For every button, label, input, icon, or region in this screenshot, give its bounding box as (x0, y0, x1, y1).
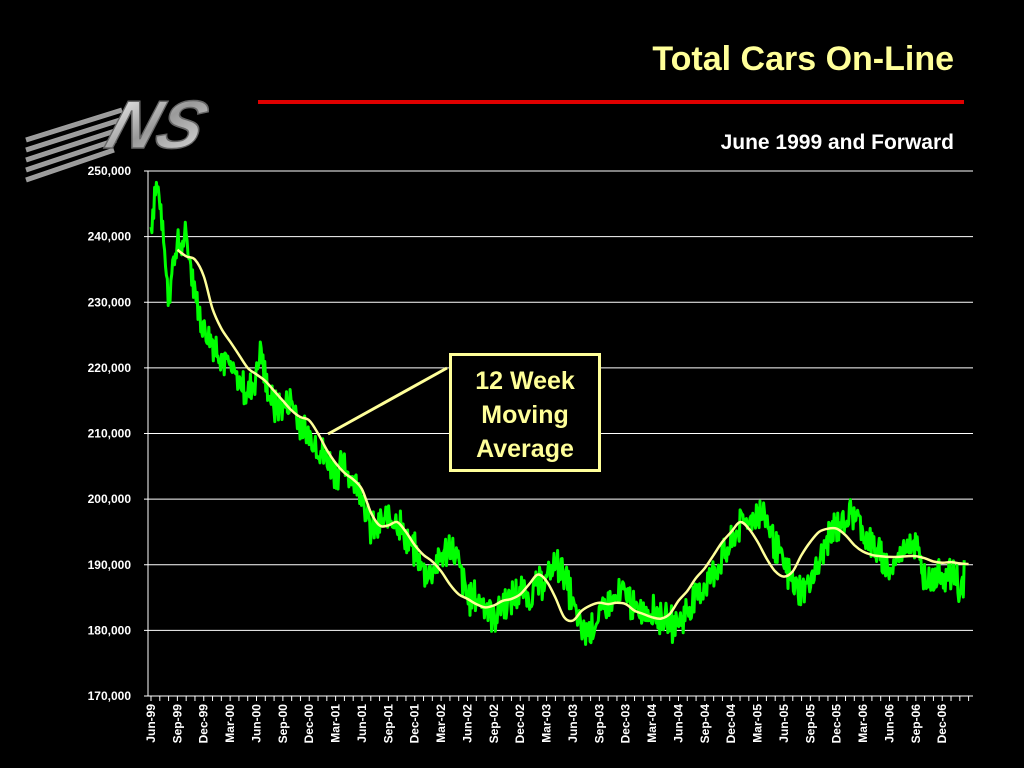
title-divider (258, 100, 964, 104)
x-tick-label: Sep-00 (276, 704, 290, 744)
x-tick-label: Dec-99 (197, 704, 211, 744)
x-tick-label: Dec-05 (830, 704, 844, 744)
moving-average-callout: 12 Week Moving Average (449, 353, 601, 472)
ns-logo: NS (25, 86, 218, 183)
x-axis-ticks: Jun-99 Sep-99 Dec-99 Mar-00 Jun-00 Sep-00 Dec-… (144, 696, 970, 744)
y-tick-label: 230,000 (88, 295, 132, 309)
y-tick-label: 190,000 (88, 558, 132, 572)
x-tick-label: Jun-06 (882, 704, 896, 743)
x-tick-label: Mar-02 (434, 704, 448, 743)
y-tick-label: 180,000 (88, 623, 132, 637)
x-tick-label: Mar-06 (856, 704, 870, 743)
callout-line-3: Average (476, 435, 574, 463)
x-tick-label: Jun-05 (777, 704, 791, 743)
chart-title: Total Cars On-Line (652, 40, 954, 78)
logo-speed-lines (25, 107, 123, 183)
x-tick-label: Sep-02 (487, 704, 501, 744)
x-tick-label: Sep-05 (803, 704, 817, 744)
x-tick-label: Mar-00 (223, 704, 237, 743)
x-tick-label: Jun-99 (144, 704, 158, 743)
series-layer (149, 180, 969, 646)
logo-text: NS (98, 87, 217, 163)
x-tick-label: Mar-04 (645, 704, 659, 743)
x-tick-label: Dec-06 (935, 704, 949, 744)
x-tick-label: Sep-06 (909, 704, 923, 744)
x-tick-label: Dec-03 (619, 704, 633, 744)
x-tick-label: Sep-03 (592, 704, 606, 744)
x-tick-label: Mar-05 (751, 704, 765, 743)
series-daily-line (149, 180, 966, 646)
callout-line-2: Moving (481, 401, 569, 429)
x-tick-label: Jun-03 (566, 704, 580, 743)
y-tick-label: 210,000 (88, 427, 132, 441)
x-tick-label: Dec-00 (302, 704, 316, 744)
y-tick-label: 250,000 (88, 164, 132, 178)
x-tick-label: Jun-02 (460, 704, 474, 743)
y-axis-ticks: 170,000 180,000 190,000 200,000 210,000 220,0… (88, 164, 148, 703)
x-tick-label: Dec-01 (408, 704, 422, 744)
x-tick-label: Jun-04 (671, 704, 685, 743)
x-tick-label: Sep-99 (170, 704, 184, 744)
y-tick-label: 200,000 (88, 492, 132, 506)
y-tick-label: 240,000 (88, 230, 132, 244)
chart-subtitle: June 1999 and Forward (720, 131, 954, 154)
x-tick-label: Sep-04 (698, 704, 712, 744)
x-tick-label: Mar-03 (540, 704, 554, 743)
y-tick-label: 220,000 (88, 361, 132, 375)
x-tick-label: Dec-02 (513, 704, 527, 744)
x-tick-label: Dec-04 (724, 704, 738, 744)
x-tick-label: Jun-01 (355, 704, 369, 743)
x-tick-label: Mar-01 (329, 704, 343, 743)
callout-line-1: 12 Week (475, 367, 575, 395)
callout-pointer-line (327, 366, 448, 436)
y-tick-label: 170,000 (88, 689, 132, 703)
series-moving-average-line (176, 248, 969, 623)
x-tick-label: Sep-01 (381, 704, 395, 744)
x-tick-label: Jun-00 (249, 704, 263, 743)
